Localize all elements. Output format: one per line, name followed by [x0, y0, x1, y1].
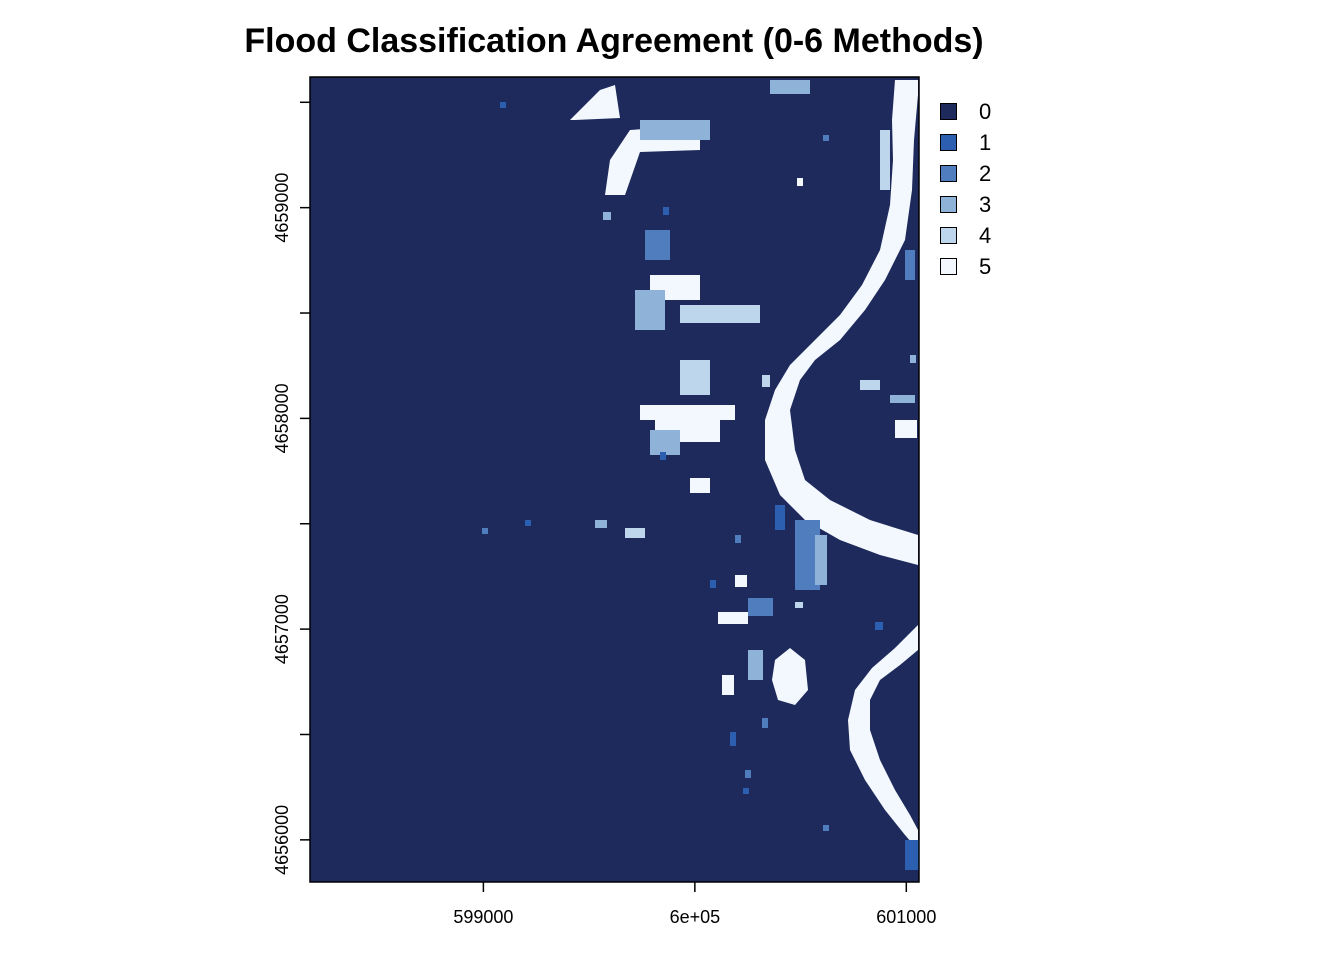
y-tick-label: 4656000	[272, 805, 292, 875]
flood-pixel	[875, 622, 883, 630]
flood-patch	[645, 230, 670, 260]
legend-item-1: 1	[940, 127, 991, 158]
legend-label: 4	[979, 222, 992, 248]
legend-label: 0	[979, 98, 992, 124]
legend-swatch	[940, 134, 957, 151]
legend-label: 1	[979, 129, 992, 155]
flood-patch	[748, 598, 773, 616]
flood-pixel	[660, 452, 666, 460]
flood-patch	[718, 612, 748, 624]
legend-label: 3	[979, 191, 992, 217]
flood-patch	[775, 505, 785, 530]
legend-item-0: 0	[940, 96, 991, 127]
y-tick-label: 4659000	[272, 173, 292, 243]
plot-frame	[309, 76, 920, 883]
flood-patch	[770, 80, 810, 94]
flood-patch	[625, 528, 645, 538]
flood-pixel	[482, 528, 488, 534]
flood-patch	[570, 85, 620, 120]
flood-pixel	[603, 212, 611, 220]
legend-label: 5	[979, 253, 992, 279]
legend-swatch	[940, 103, 957, 120]
flood-pixel	[663, 207, 669, 215]
flood-patch	[735, 575, 747, 587]
flood-patch	[640, 120, 710, 140]
river-fringe	[880, 130, 890, 190]
legend-label: 2	[979, 160, 992, 186]
flood-pixel	[745, 770, 751, 778]
flood-patch	[605, 125, 700, 195]
y-axis: 4656000 4657000 4658000 4659000	[272, 101, 310, 875]
x-tick-label: 601000	[876, 907, 936, 927]
flood-pixel	[762, 375, 770, 387]
flood-patch	[748, 650, 763, 680]
flood-pixel	[500, 102, 506, 108]
flood-patch	[815, 535, 827, 585]
flood-pixel	[823, 825, 829, 831]
flood-raster	[482, 80, 919, 870]
flood-pixel	[525, 520, 531, 526]
flood-pixel	[823, 135, 829, 141]
flood-pixel	[910, 355, 916, 363]
flood-patch	[635, 290, 665, 330]
river-fringe	[860, 380, 880, 390]
flood-pixel	[795, 602, 803, 608]
flood-patch	[772, 648, 808, 705]
flood-patch	[722, 675, 734, 695]
flood-pixel	[710, 580, 716, 588]
river-fringe	[905, 250, 915, 280]
legend-item-4: 4	[940, 220, 991, 251]
flood-patch	[680, 305, 760, 323]
river-channel	[765, 80, 918, 565]
legend-swatch	[940, 165, 957, 182]
legend-swatch	[940, 258, 957, 275]
legend-swatch	[940, 227, 957, 244]
river-fringe	[905, 840, 919, 870]
flood-patch	[595, 520, 607, 528]
legend-item-2: 2	[940, 158, 991, 189]
flood-patch	[640, 405, 735, 420]
river-fringe	[890, 395, 915, 403]
legend-item-3: 3	[940, 189, 991, 220]
flood-pixel	[762, 718, 768, 728]
flood-pixel	[797, 178, 803, 186]
legend-item-5: 5	[940, 251, 991, 282]
x-tick-label: 6e+05	[670, 907, 721, 927]
flood-patch	[690, 478, 710, 493]
flood-pixel	[730, 732, 736, 746]
legend: 0 1 2 3 4 5	[940, 96, 991, 282]
flood-patch	[680, 360, 710, 395]
y-tick-label: 4657000	[272, 594, 292, 664]
x-tick-label: 599000	[453, 907, 513, 927]
river-lower-loop	[848, 625, 918, 850]
chart-title: Flood Classification Agreement (0-6 Meth…	[244, 22, 984, 60]
y-tick-label: 4658000	[272, 383, 292, 453]
raster-background	[310, 77, 919, 882]
flood-patch	[650, 430, 680, 455]
legend-swatch	[940, 196, 957, 213]
flood-pixel	[735, 535, 741, 543]
x-axis: 599000 6e+05 601000	[453, 882, 936, 927]
river-fringe	[895, 420, 917, 438]
flood-pixel	[743, 788, 749, 794]
